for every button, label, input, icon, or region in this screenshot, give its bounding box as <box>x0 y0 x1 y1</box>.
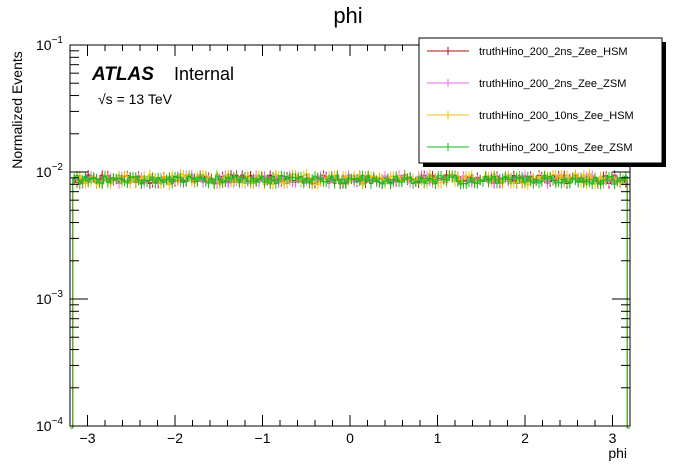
ticks-layer: −3 −2 −1 0 1 2 3 10−4 10−3 10−2 10−1 <box>36 35 631 446</box>
x-tick-label: 0 <box>346 430 354 446</box>
legend-box <box>418 37 663 164</box>
y-tick-label: 10−4 <box>36 416 63 434</box>
legend-label: truthHino_200_10ns_Zee_ZSM <box>479 142 632 154</box>
legend: truthHino_200_2ns_Zee_HSM truthHino_200_2… <box>418 37 666 167</box>
legend-entry: truthHino_200_10ns_Zee_HSM <box>427 110 634 122</box>
chart-title: phi <box>333 3 362 28</box>
series-layer <box>70 169 630 429</box>
legend-entry: truthHino_200_2ns_Zee_ZSM <box>427 78 626 90</box>
legend-label: truthHino_200_2ns_Zee_ZSM <box>479 78 626 90</box>
x-tick-label: 3 <box>609 430 617 446</box>
legend-label: truthHino_200_2ns_Zee_HSM <box>479 46 628 58</box>
series-line <box>70 174 630 429</box>
legend-entry: truthHino_200_2ns_Zee_HSM <box>427 46 628 58</box>
x-tick-label: −1 <box>255 430 271 446</box>
y-tick-label: 10−2 <box>36 162 63 180</box>
x-tick-label: −2 <box>167 430 183 446</box>
x-tick-label: −3 <box>80 430 96 446</box>
y-tick-label: 10−1 <box>36 35 63 53</box>
atlas-label: ATLAS Internal √s = 13 TeV <box>91 64 234 107</box>
legend-label: truthHino_200_10ns_Zee_HSM <box>479 110 634 122</box>
legend-entry: truthHino_200_10ns_Zee_ZSM <box>427 142 632 154</box>
energy-label: √s = 13 TeV <box>98 91 173 107</box>
legend-entries: truthHino_200_2ns_Zee_HSM truthHino_200_2… <box>427 46 634 154</box>
atlas-label-status: Internal <box>174 64 234 84</box>
y-tick-label: 10−3 <box>36 289 63 307</box>
x-axis-label: phi <box>608 445 627 461</box>
x-tick-label: 1 <box>434 430 442 446</box>
atlas-label-experiment: ATLAS <box>91 64 154 85</box>
series-truthHino_200_10ns_Zee_ZSM <box>70 170 630 429</box>
y-axis-label: Normalized Events <box>9 51 25 169</box>
x-tick-label: 2 <box>521 430 529 446</box>
